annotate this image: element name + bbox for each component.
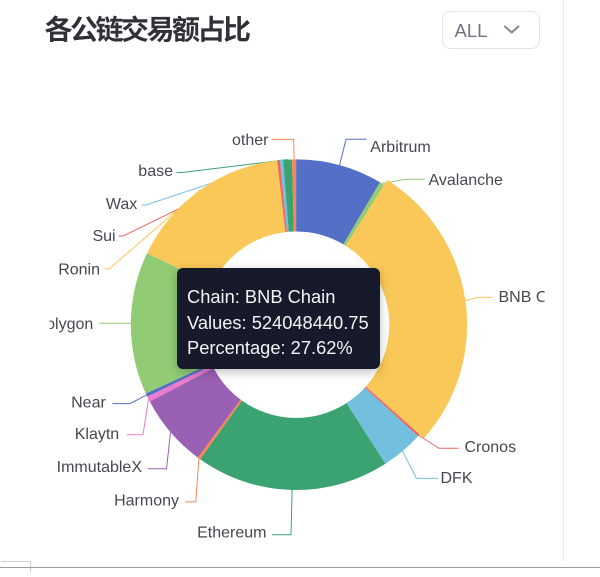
svg-text:Sui: Sui bbox=[92, 228, 115, 245]
svg-text:Wax: Wax bbox=[106, 196, 137, 213]
svg-text:Polygon: Polygon bbox=[35, 316, 93, 333]
svg-text:Near: Near bbox=[71, 395, 106, 412]
svg-text:base: base bbox=[138, 163, 173, 180]
svg-text:BNB Chain: BNB Chain bbox=[499, 289, 578, 306]
svg-text:Ronin: Ronin bbox=[58, 262, 100, 279]
svg-text:ImmutableX: ImmutableX bbox=[57, 459, 143, 476]
svg-text:Cronos: Cronos bbox=[465, 439, 517, 456]
svg-text:Harmony: Harmony bbox=[114, 493, 179, 510]
svg-text:Klaytn: Klaytn bbox=[75, 426, 119, 443]
svg-text:other: other bbox=[232, 132, 269, 149]
svg-text:Avalanche: Avalanche bbox=[429, 172, 504, 189]
svg-text:Ethereum: Ethereum bbox=[197, 525, 266, 542]
svg-text:DFK: DFK bbox=[441, 470, 473, 487]
svg-text:Arbitrum: Arbitrum bbox=[370, 139, 430, 156]
